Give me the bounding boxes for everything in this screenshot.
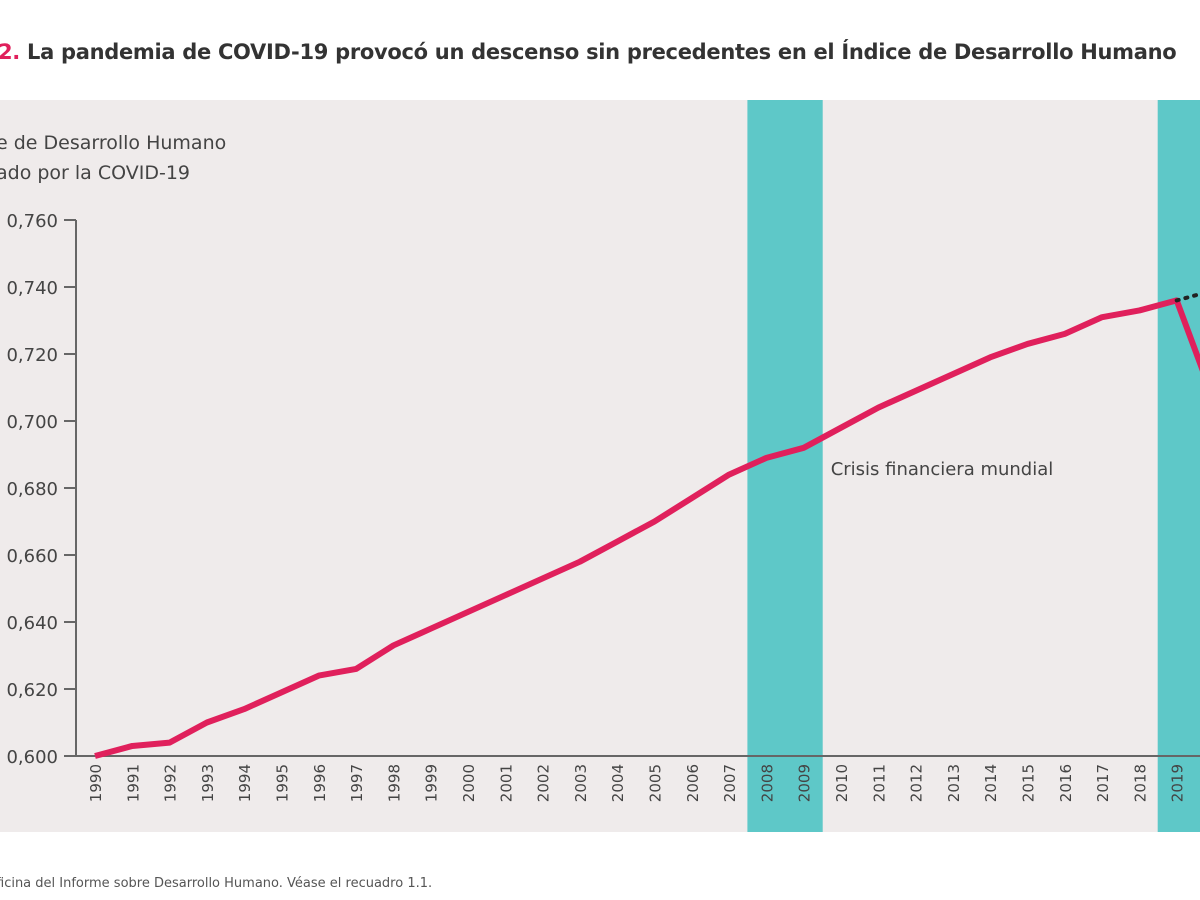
y-tick-label: 0,640 [6,613,58,634]
x-tick-label: 2016 [1057,764,1075,802]
x-tick-label: 1990 [87,764,105,802]
x-tick-label: 2011 [870,764,888,802]
x-tick-label: 1992 [162,764,180,802]
y-tick-label: 0,680 [6,479,58,500]
x-tick-label: 1998 [385,764,403,802]
x-tick-label: 1999 [423,764,441,802]
x-tick-label: 1994 [236,764,254,802]
x-tick-label: 2004 [609,764,627,802]
y-label-line-1: e de Desarrollo Humano [0,132,227,154]
y-tick-label: 0,740 [6,278,58,299]
shaded-period-0 [747,100,823,832]
x-tick-label: 2019 [1169,764,1187,802]
x-tick-label: 2003 [572,764,590,802]
x-tick-label: 2018 [1131,764,1149,802]
x-tick-label: 2013 [945,764,963,802]
x-tick-label: 2012 [908,764,926,802]
chart-title: 2. La pandemia de COVID-19 provocó un de… [0,40,1177,64]
shaded-period-1 [1157,100,1200,832]
x-tick-label: 1995 [274,764,292,802]
x-tick-label: 2014 [982,764,1000,802]
x-tick-label: 1993 [199,764,217,802]
x-tick-label: 2002 [535,764,553,802]
y-axis-label: e de Desarrollo Humano ado por la COVID-… [0,128,226,188]
y-tick-label: 0,600 [6,747,58,768]
y-tick-label: 0,760 [6,211,58,232]
x-tick-label: 2007 [721,764,739,802]
x-tick-label: 2015 [1020,764,1038,802]
x-tick-label: 1997 [348,764,366,802]
title-text: La pandemia de COVID-19 provocó un desce… [20,40,1177,64]
y-tick-label: 0,720 [6,345,58,366]
x-tick-label: 2010 [833,764,851,802]
series-line-idh [94,297,1200,759]
x-tick-label: 2017 [1094,764,1112,802]
y-tick-label: 0,660 [6,546,58,567]
series-line-projection [1174,292,1200,303]
x-tick-label: 1991 [124,764,142,802]
x-tick-label: 2005 [647,764,665,802]
source-note: ficina del Informe sobre Desarrollo Huma… [0,876,433,891]
x-tick-label: 2006 [684,764,702,802]
plot-background [0,100,1200,832]
y-tick-label: 0,620 [6,680,58,701]
x-tick-label: 2001 [497,764,515,802]
x-tick-label: 2009 [796,764,814,802]
figure-number: 2. [0,40,20,64]
y-label-line-2: ado por la COVID-19 [0,162,191,184]
y-tick-label: 0,700 [6,412,58,433]
x-tick-label: 2008 [758,764,776,802]
x-tick-label: 2000 [460,764,478,802]
x-tick-label: 1996 [311,764,329,802]
shaded-period-label-0: Crisis financiera mundial [831,459,1054,480]
